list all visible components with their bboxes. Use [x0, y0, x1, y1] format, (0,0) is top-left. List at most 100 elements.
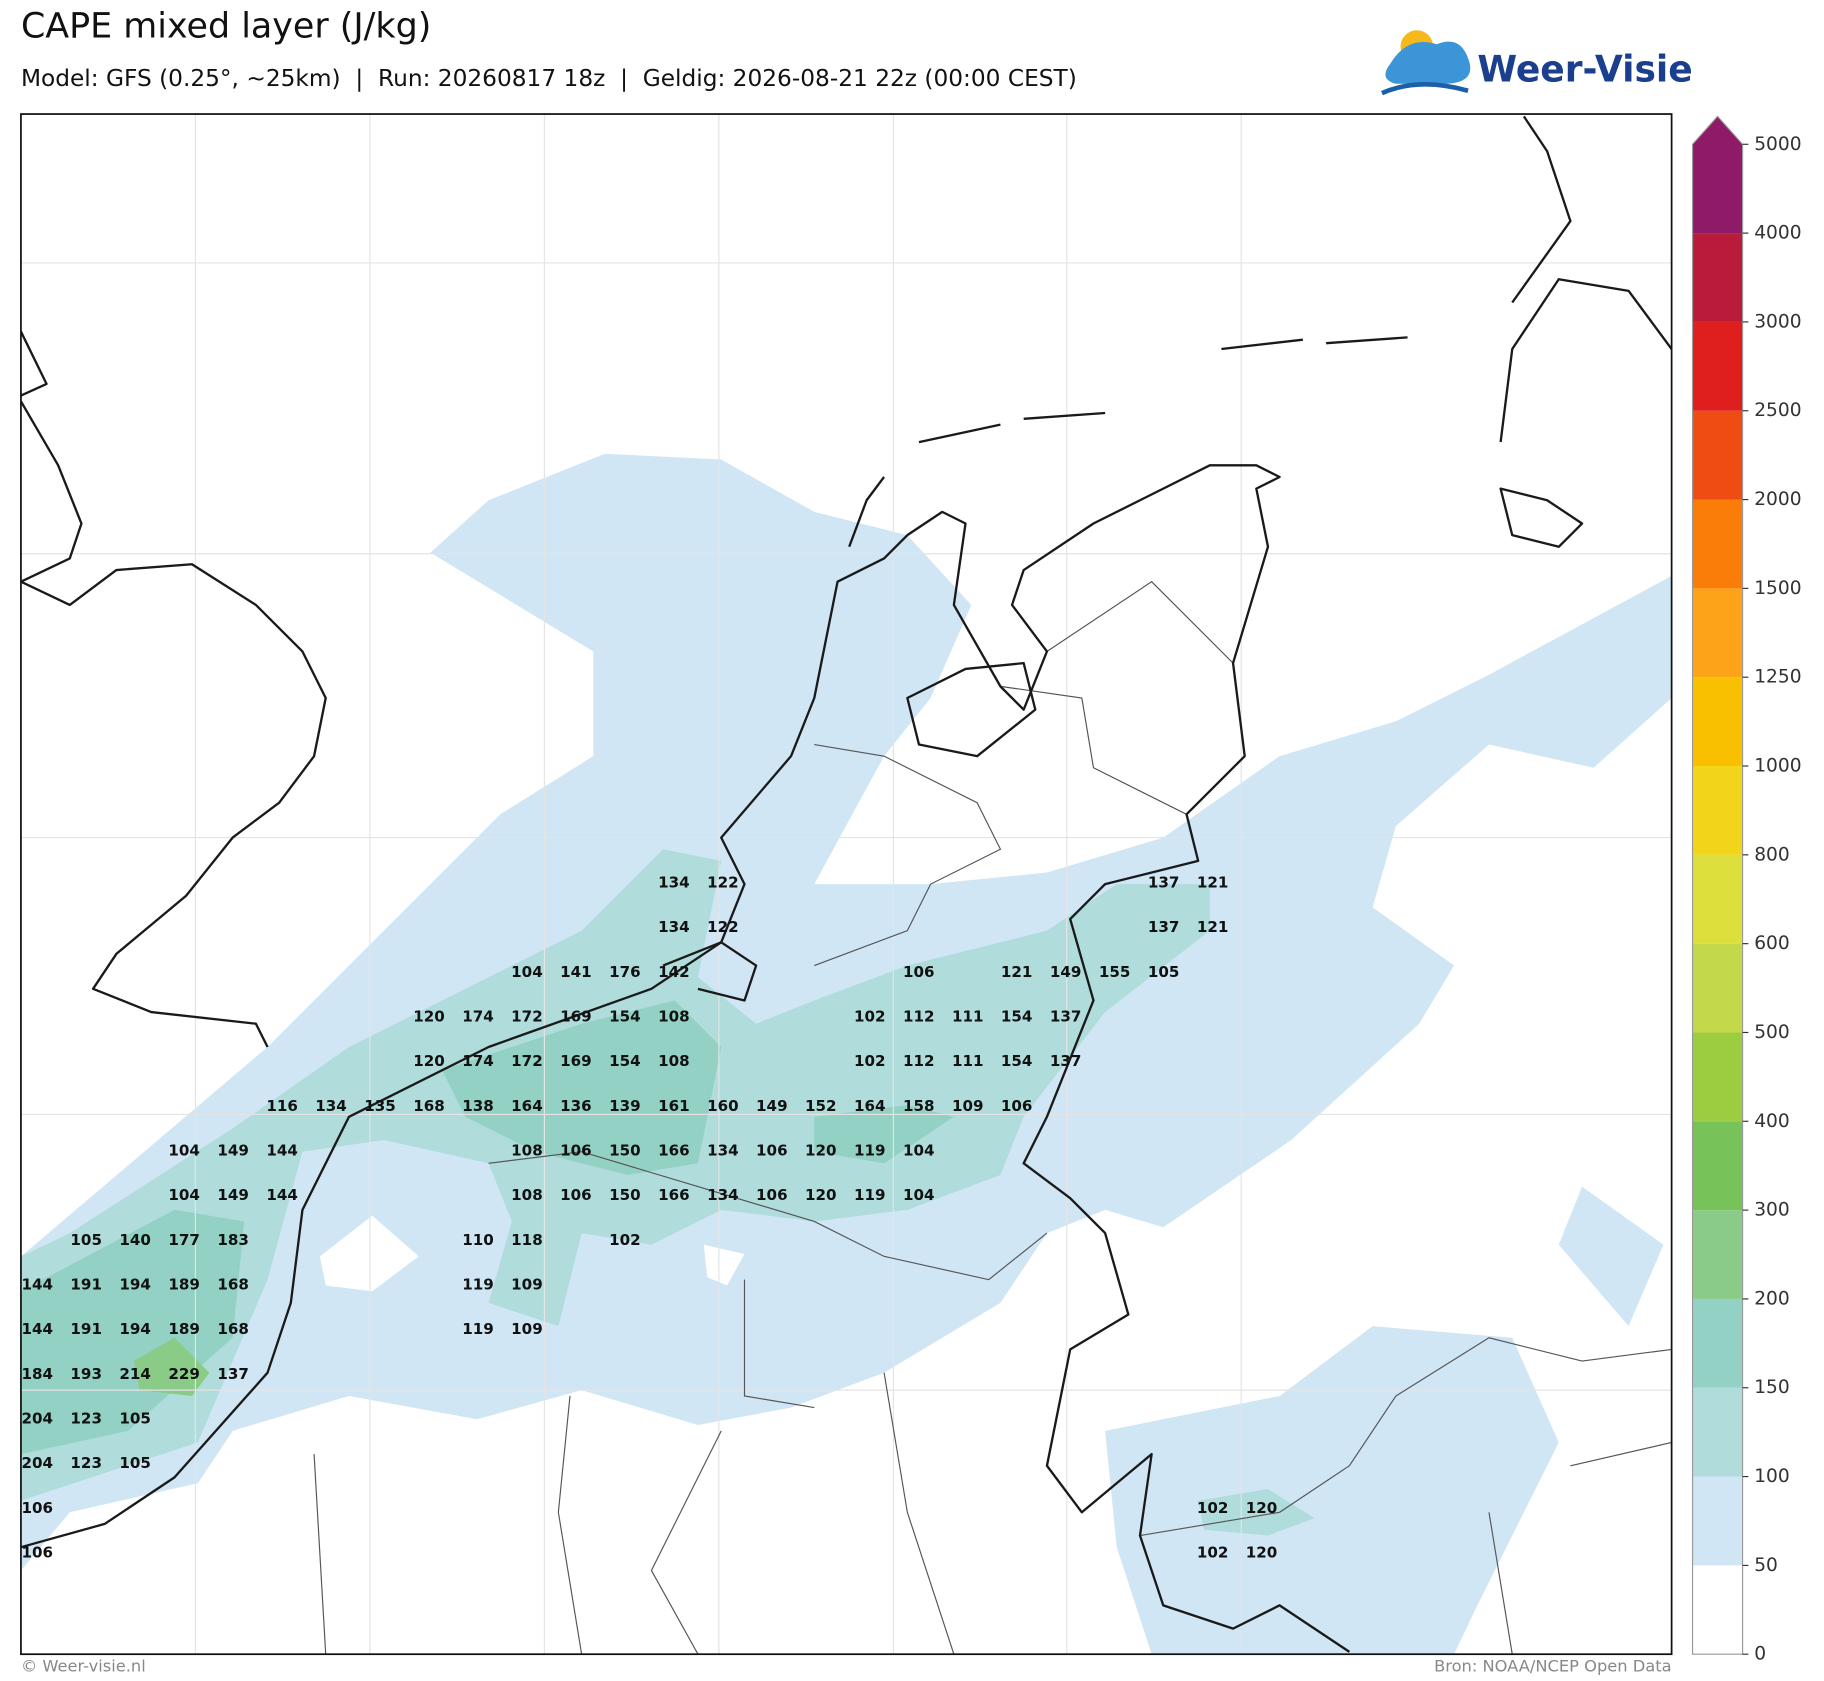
cape-value: 119	[462, 1320, 494, 1338]
cape-150	[442, 1000, 722, 1175]
cape-value: 154	[609, 1007, 641, 1025]
cape-value: 121	[1001, 963, 1033, 981]
cape-value: 204	[21, 1454, 53, 1472]
cape-value: 161	[658, 1097, 690, 1115]
cape-value: 137	[1148, 873, 1180, 891]
footer-left: © Weer-visie.nl	[21, 1657, 146, 1676]
cape-100	[20, 849, 1210, 1501]
cape-value: 169	[560, 1007, 592, 1025]
cape-value: 168	[413, 1097, 445, 1115]
cape-value: 105	[119, 1454, 151, 1472]
cape-value: 193	[70, 1365, 102, 1383]
cape-value: 122	[707, 873, 739, 891]
colorbar-tick-label: 2500	[1754, 400, 1801, 421]
logo: Weer-Visie	[1381, 30, 1693, 96]
cape-field	[20, 453, 1672, 1655]
cape-value: 166	[658, 1186, 690, 1204]
cape-value: 102	[1197, 1499, 1229, 1517]
colorbar-segment	[1692, 233, 1743, 322]
cape-value: 168	[217, 1275, 249, 1293]
colorbar-tick-label: 400	[1754, 1111, 1790, 1132]
cape-labels: 134 122 137 121 134 122 137 121 104 141 176 142 106 1…	[21, 873, 1277, 1561]
cape-value: 106	[560, 1141, 592, 1159]
cape-value: 120	[1246, 1544, 1278, 1562]
cape-value: 104	[168, 1141, 200, 1159]
cape-value: 137	[217, 1365, 249, 1383]
cape-value: 108	[511, 1186, 543, 1204]
cape-value: 149	[756, 1097, 788, 1115]
cape-50	[1558, 1186, 1664, 1327]
cape-0	[703, 1244, 745, 1286]
cape-value: 120	[413, 1052, 445, 1070]
cape-value: 123	[70, 1409, 102, 1427]
cape-value: 121	[1197, 918, 1229, 936]
cape-value: 102	[854, 1052, 886, 1070]
cape-value: 134	[707, 1186, 739, 1204]
cape-value: 160	[707, 1097, 739, 1115]
cape-value: 102	[1197, 1544, 1229, 1562]
cape-value: 106	[903, 963, 935, 981]
cape-value: 164	[511, 1097, 543, 1115]
colorbar-tick-label: 4000	[1754, 223, 1801, 244]
map: 134 122 137 121 134 122 137 121 104 141 176 142 106 1…	[20, 114, 1672, 1655]
cape-value: 120	[1246, 1499, 1278, 1517]
cape-value: 108	[658, 1052, 690, 1070]
colorbar-tick-label: 5000	[1754, 134, 1801, 155]
cape-value: 104	[903, 1186, 935, 1204]
cape-value: 104	[511, 963, 543, 981]
cape-value: 108	[658, 1007, 690, 1025]
borders	[313, 580, 1672, 1655]
cape-value: 106	[21, 1544, 53, 1562]
cape-value: 191	[70, 1320, 102, 1338]
cape-value: 105	[1148, 963, 1180, 981]
cape-value: 102	[609, 1231, 641, 1249]
cape-value: 155	[1099, 963, 1131, 981]
cape-value: 172	[511, 1007, 543, 1025]
cape-150	[814, 1105, 954, 1164]
cape-value: 106	[756, 1186, 788, 1204]
cape-value: 135	[364, 1097, 396, 1115]
cape-value: 184	[21, 1365, 53, 1383]
cape-value: 112	[903, 1007, 935, 1025]
coastlines	[20, 115, 1672, 1653]
cape-150	[20, 1209, 245, 1455]
cape-value: 189	[168, 1275, 200, 1293]
colorbar-segment	[1692, 1032, 1743, 1122]
subtitle: Model: GFS (0.25°, ~25km) | Run: 2026081…	[21, 65, 1077, 92]
cape-value: 164	[854, 1097, 886, 1115]
map-frame	[20, 113, 1673, 1656]
cape-value: 174	[462, 1007, 494, 1025]
cape-value: 118	[511, 1231, 543, 1249]
cape-value: 166	[658, 1141, 690, 1159]
colorbar-tick-label: 3000	[1754, 311, 1801, 332]
colorbar-tick-label: 0	[1754, 1644, 1766, 1665]
logo-wave	[1381, 82, 1469, 96]
cape-value: 139	[609, 1097, 641, 1115]
cape-value: 134	[658, 918, 690, 936]
logo-cloud	[1385, 41, 1471, 84]
cape-value: 105	[70, 1231, 102, 1249]
cape-value: 150	[609, 1141, 641, 1159]
cape-value: 144	[266, 1141, 298, 1159]
cape-value: 191	[70, 1275, 102, 1293]
colorbar-tick-label: 2000	[1754, 489, 1801, 510]
cape-value: 109	[511, 1275, 543, 1293]
cape-value: 177	[168, 1231, 200, 1249]
colorbar-outline	[1691, 115, 1744, 1655]
cape-value: 109	[952, 1097, 984, 1115]
colorbar-tick-label: 1000	[1754, 756, 1801, 777]
cape-value: 137	[1050, 1052, 1082, 1070]
cape-value: 106	[560, 1186, 592, 1204]
colorbar-segment	[1692, 1210, 1743, 1299]
cape-value: 120	[413, 1007, 445, 1025]
cape-value: 134	[707, 1141, 739, 1159]
cape-value: 137	[1148, 918, 1180, 936]
colorbar-tick-label: 200	[1754, 1288, 1790, 1309]
cape-value: 111	[952, 1007, 984, 1025]
colorbar-segment	[1692, 854, 1743, 944]
cape-value: 119	[462, 1275, 494, 1293]
colorbar-segment	[1692, 116, 1743, 234]
cape-value: 109	[511, 1320, 543, 1338]
colorbar-segment	[1692, 1121, 1743, 1211]
